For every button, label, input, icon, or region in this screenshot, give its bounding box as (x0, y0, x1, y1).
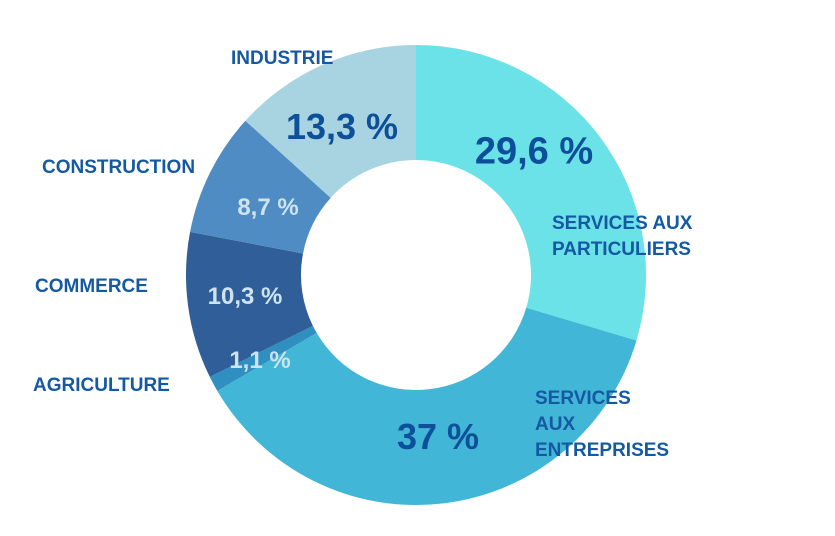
donut-slice-services-aux-entreprises (217, 307, 637, 505)
value-construction: 8,7 % (237, 194, 299, 221)
donut-slice-agriculture (209, 325, 317, 391)
label-agriculture: AGRICULTURE (33, 373, 170, 399)
value-commerce: 10,3 % (207, 283, 283, 310)
label-line: SERVICES (535, 388, 631, 409)
donut-slice-commerce (185, 231, 313, 377)
label-industrie: INDUSTRIE (231, 46, 333, 72)
label-line: COMMERCE (35, 276, 148, 297)
value-services-particuliers: 29,6 % (474, 130, 594, 173)
label-line: INDUSTRIE (231, 48, 334, 69)
label-services-entreprises: SERVICES AUX ENTREPRISES (535, 386, 669, 464)
label-services-particuliers: SERVICES AUX PARTICULIERS (552, 211, 692, 263)
donut-slice-industrie (245, 45, 416, 198)
value-agriculture: 1,1 % (229, 347, 291, 374)
label-line: SERVICES AUX (552, 213, 693, 234)
label-line: PARTICULIERS (552, 239, 691, 260)
value-services-entreprises: 37 % (396, 416, 480, 457)
value-industrie: 13,3 % (285, 106, 399, 147)
label-line: AGRICULTURE (33, 375, 170, 396)
label-line: ENTREPRISES (535, 440, 670, 461)
donut-slice-services-aux-particuliers (416, 45, 646, 341)
label-construction: CONSTRUCTION (42, 155, 195, 181)
label-commerce: COMMERCE (35, 274, 148, 300)
label-line: AUX (535, 414, 576, 435)
donut-slice-construction (190, 120, 331, 254)
label-line: CONSTRUCTION (42, 157, 196, 178)
